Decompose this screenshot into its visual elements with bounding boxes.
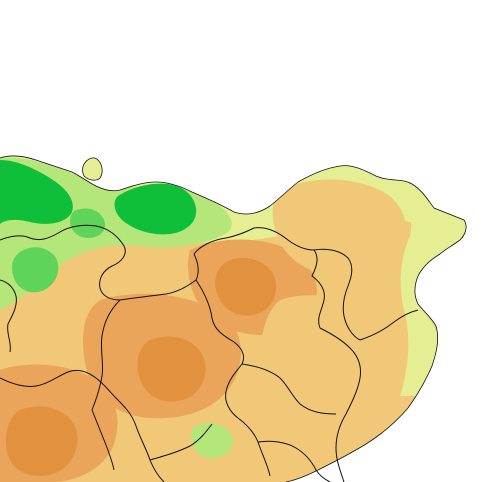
lower-zone-east — [260, 295, 387, 414]
lowest-core-southwest — [5, 406, 78, 476]
green-patch-south — [191, 423, 234, 459]
lowest-core-central — [137, 336, 206, 402]
small-island — [82, 157, 103, 181]
boundary-south — [149, 423, 213, 461]
coastline — [0, 155, 467, 482]
boundary-east-coast — [359, 309, 419, 341]
lower-zone-northeast — [272, 179, 406, 277]
boundary-southwest-inner — [91, 409, 115, 471]
boundary-central-west — [91, 299, 121, 411]
high-patch-west — [12, 247, 59, 293]
boundary-east-inner — [319, 327, 361, 482]
high-patch-north — [70, 208, 106, 238]
boundary-south-central — [241, 363, 337, 415]
boundary-west-edge — [0, 279, 17, 353]
admin-boundaries — [0, 224, 419, 482]
high-peaks-west — [0, 160, 73, 224]
boundary-central-south — [195, 279, 271, 477]
land-surface — [0, 155, 467, 482]
boundary-central-north — [119, 227, 325, 329]
boundary-southeast — [257, 440, 331, 482]
boundary-northwest — [0, 224, 126, 301]
high-peaks-central — [114, 183, 197, 235]
boundary-southwest — [0, 369, 165, 482]
coastal-lowland — [400, 180, 464, 396]
lowest-core-north — [215, 257, 277, 316]
boundary-east-north — [313, 248, 361, 341]
